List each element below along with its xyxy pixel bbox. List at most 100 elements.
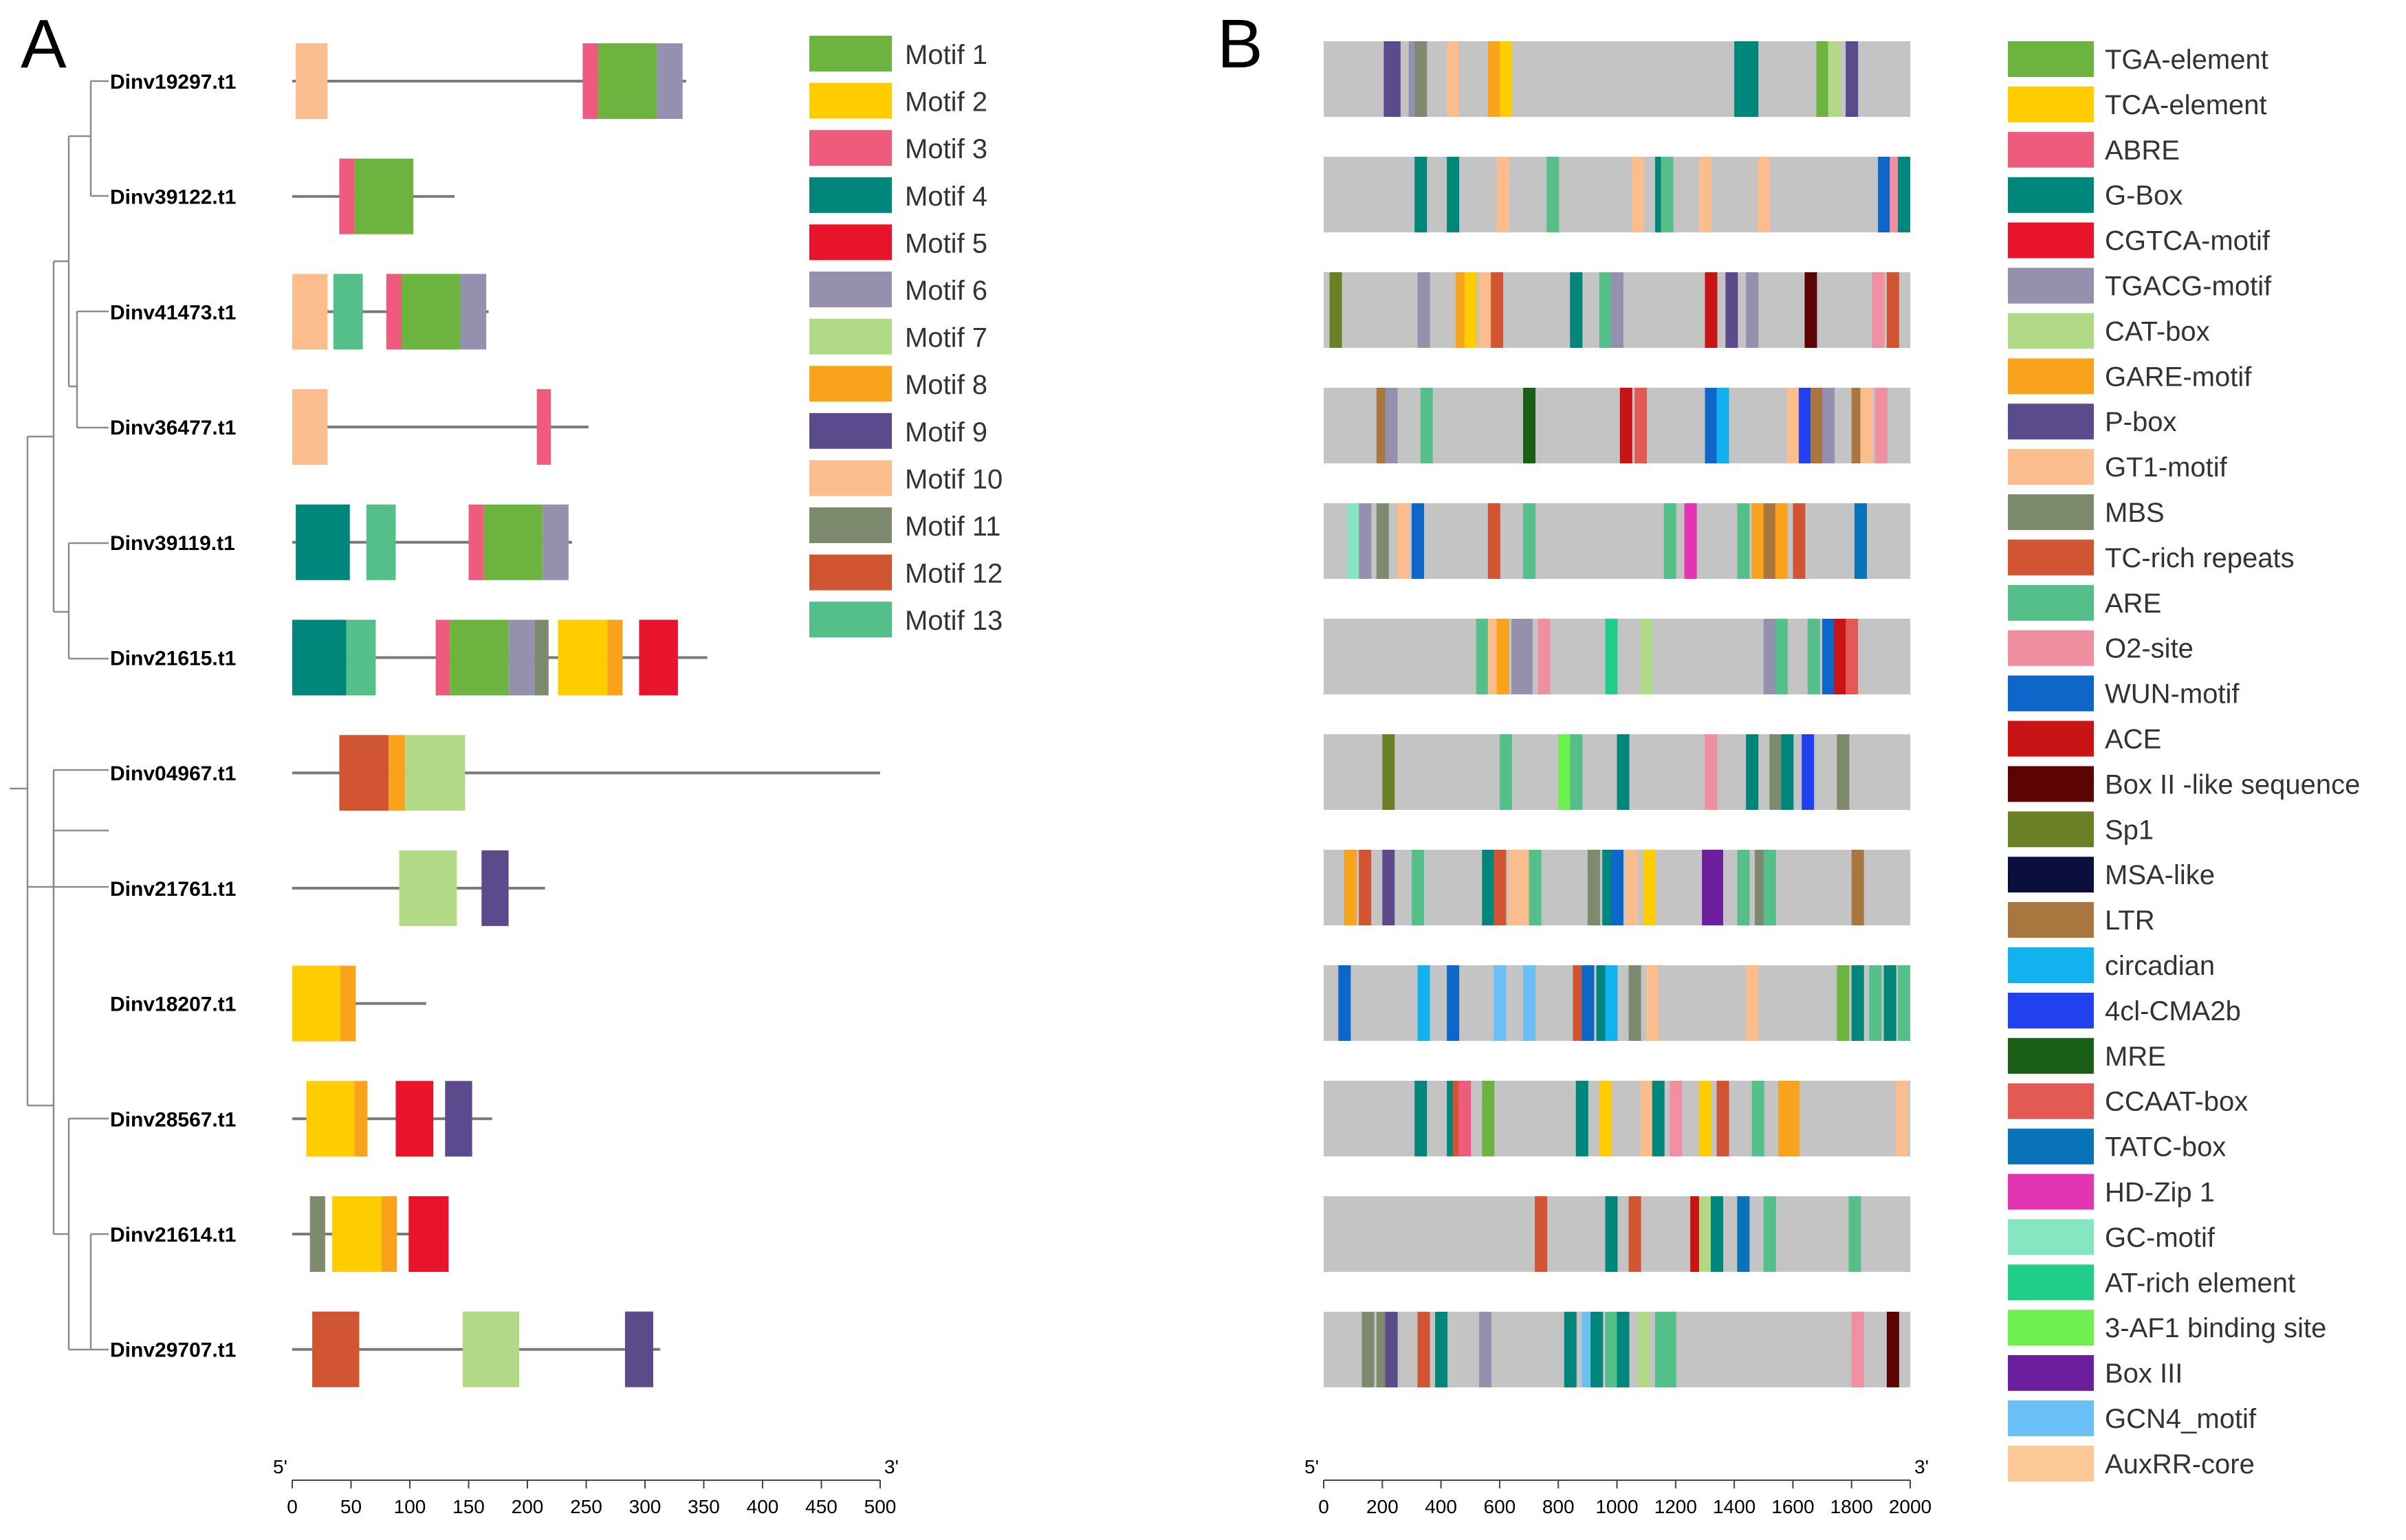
legend-item: MRE bbox=[2008, 1037, 2166, 1074]
cis-element-mark bbox=[1564, 1312, 1577, 1387]
cis-element-mark bbox=[1763, 619, 1776, 694]
cis-element-mark bbox=[1670, 1081, 1683, 1156]
cis-element-mark bbox=[1746, 41, 1759, 117]
cis-element-mark bbox=[1382, 734, 1395, 810]
cis-element-mark bbox=[1746, 965, 1759, 1041]
cis-element-mark bbox=[1737, 503, 1750, 579]
motif-box bbox=[354, 158, 414, 234]
cis-element-mark bbox=[1698, 157, 1711, 232]
legend-item: AuxRR-core bbox=[2008, 1445, 2255, 1482]
motif-box bbox=[399, 850, 457, 926]
legend-swatch bbox=[2008, 1174, 2094, 1210]
cis-element-mark bbox=[1538, 619, 1551, 694]
legend-label: GC-motif bbox=[2105, 1222, 2216, 1253]
gene-row: Dinv39122.t1 bbox=[110, 158, 455, 234]
cis-element-mark bbox=[1610, 850, 1623, 925]
legend-item: TCA-element bbox=[2008, 86, 2267, 122]
motif-box bbox=[292, 619, 347, 696]
cis-element-mark bbox=[1417, 965, 1430, 1041]
motif-box bbox=[340, 965, 356, 1042]
promoter-row bbox=[1324, 619, 1910, 694]
legend-swatch bbox=[2008, 358, 2094, 395]
legend-swatch bbox=[2008, 494, 2094, 530]
cis-element-mark bbox=[1482, 850, 1495, 925]
legend-label: Motif 8 bbox=[905, 370, 987, 400]
cis-element-mark bbox=[1397, 503, 1410, 579]
legend-item: TGA-element bbox=[2008, 41, 2268, 77]
cis-element-mark bbox=[1854, 503, 1867, 579]
axis-tick-label: 1800 bbox=[1830, 1496, 1873, 1517]
cis-element-mark bbox=[1617, 734, 1630, 810]
cis-element-mark bbox=[1420, 388, 1433, 463]
cis-element-mark bbox=[1546, 157, 1560, 232]
cis-element-mark bbox=[1605, 1196, 1618, 1272]
motif-gene-rows: Dinv19297.t1 Dinv39122.t1 Dinv41473.t1 Dinv… bbox=[110, 43, 880, 1387]
legend-label: Sp1 bbox=[2105, 815, 2154, 845]
cis-element-mark bbox=[1344, 850, 1357, 925]
cis-element-mark bbox=[1640, 1081, 1653, 1156]
cis-element-mark bbox=[1523, 503, 1536, 579]
legend-label: Motif 12 bbox=[905, 559, 1003, 589]
cis-element-mark bbox=[1786, 388, 1800, 463]
cis-element-mark bbox=[1385, 1312, 1398, 1387]
legend-swatch bbox=[2008, 720, 2094, 757]
legend-label: Motif 5 bbox=[905, 228, 987, 258]
legend-label: Motif 10 bbox=[905, 464, 1003, 494]
axis-tick-label: 2000 bbox=[1889, 1496, 1932, 1517]
legend-item: GARE-motif bbox=[2008, 358, 2252, 395]
cis-element-mark bbox=[1798, 388, 1811, 463]
cis-element-mark bbox=[1834, 619, 1847, 694]
legend-item: Motif 12 bbox=[809, 554, 1003, 591]
legend-label: AT-rich element bbox=[2105, 1268, 2295, 1298]
cis-element-mark bbox=[1599, 272, 1612, 348]
legend-item: Box II -like sequence bbox=[2008, 766, 2360, 802]
cis-element-mark bbox=[1411, 503, 1424, 579]
legend-item: Motif 9 bbox=[809, 412, 987, 449]
gene-row: Dinv29707.t1 bbox=[110, 1311, 661, 1387]
legend-swatch bbox=[2008, 1355, 2094, 1392]
legend-label: Box II -like sequence bbox=[2105, 769, 2360, 800]
axis-tick-label: 1200 bbox=[1654, 1496, 1697, 1517]
cis-element-mark bbox=[1705, 734, 1718, 810]
legend-label: HD-Zip 1 bbox=[2105, 1178, 2215, 1208]
motif-box bbox=[366, 504, 396, 580]
cis-element-mark bbox=[1587, 850, 1600, 925]
motif-box bbox=[435, 619, 450, 696]
legend-swatch bbox=[2008, 177, 2094, 213]
motif-box bbox=[354, 1081, 368, 1157]
legend-item: ABRE bbox=[2008, 131, 2180, 168]
cis-element-mark bbox=[1848, 1196, 1861, 1272]
legend-swatch bbox=[2008, 1128, 2094, 1165]
motif-box bbox=[450, 619, 509, 696]
gene-label: Dinv28567.t1 bbox=[110, 1108, 236, 1131]
legend-swatch bbox=[2008, 131, 2094, 168]
cis-element-mark bbox=[1802, 734, 1815, 810]
axis-tick-label: 50 bbox=[340, 1496, 362, 1517]
motif-box bbox=[657, 43, 683, 119]
panel-b-label: B bbox=[1217, 6, 1263, 82]
legend-item: HD-Zip 1 bbox=[2008, 1174, 2215, 1210]
axis-tick-label: 800 bbox=[1542, 1496, 1575, 1517]
cis-element-mark bbox=[1417, 1312, 1430, 1387]
cis-element-mark bbox=[1878, 157, 1891, 232]
promoter-row bbox=[1324, 1196, 1910, 1272]
cis-element-mark bbox=[1637, 1312, 1650, 1387]
legend-swatch bbox=[2008, 222, 2094, 258]
cis-element-mark bbox=[1895, 1081, 1908, 1156]
motif-box bbox=[296, 43, 328, 119]
gene-label: Dinv21614.t1 bbox=[110, 1224, 236, 1246]
cis-element-mark bbox=[1734, 41, 1747, 117]
cis-element-mark bbox=[1837, 965, 1850, 1041]
legend-swatch bbox=[2008, 992, 2094, 1028]
legend-item: GC-motif bbox=[2008, 1219, 2216, 1255]
motif-box bbox=[292, 274, 328, 350]
cis-element-mark bbox=[1482, 1081, 1495, 1156]
cis-element-mark bbox=[1385, 388, 1398, 463]
legend-label: Motif 7 bbox=[905, 323, 987, 353]
axis-tick-label: 150 bbox=[452, 1496, 485, 1517]
motif-box bbox=[598, 43, 657, 119]
legend-item: TGACG-motif bbox=[2008, 267, 2272, 304]
motif-box bbox=[292, 965, 341, 1042]
legend-swatch bbox=[809, 602, 892, 638]
cis-element-mark bbox=[1458, 1081, 1472, 1156]
